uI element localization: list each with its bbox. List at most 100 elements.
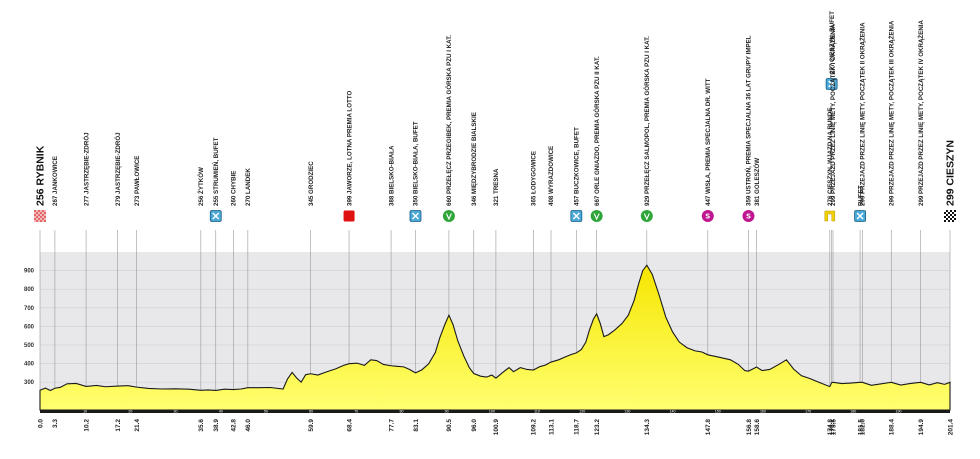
climb-icon xyxy=(640,210,653,222)
y-tick-label: 400 xyxy=(24,362,35,368)
ruler-tick-label: 150 xyxy=(715,410,721,414)
km-label: 182.0 xyxy=(860,419,867,436)
point-label: 260 CHYBIE xyxy=(231,171,238,206)
km-label: 123.2 xyxy=(594,419,601,436)
point-label: 279 JASTRZĘBIE-ZDRÓJ xyxy=(114,132,122,206)
km-label: 35.6 xyxy=(198,419,205,432)
km-label: 147.8 xyxy=(705,419,712,436)
feed-icon xyxy=(854,210,866,222)
point-label: BUFET xyxy=(857,185,864,206)
ruler-tick-label: 60 xyxy=(309,410,313,414)
km-label: 59.9 xyxy=(308,419,315,432)
y-tick-label: 700 xyxy=(24,306,35,312)
point-label: 273 PAWŁOWICE xyxy=(134,156,141,206)
point-label: 345 GRODZIEC xyxy=(308,161,315,206)
elevation-gridlines xyxy=(40,270,950,383)
point-label: 365 ŁODYGOWICE xyxy=(531,151,538,206)
feed-icon xyxy=(825,78,838,90)
point-label: 276 CIESZYN, WJAZD NA RUNDĘ xyxy=(827,108,834,206)
km-label: 21.4 xyxy=(134,419,141,432)
ruler-tick-label: 120 xyxy=(579,410,585,414)
km-label: 174.8 xyxy=(827,419,834,436)
ruler-tick-label: 100 xyxy=(489,410,495,414)
ruler-tick-label: 70 xyxy=(354,410,358,414)
km-label: 83.1 xyxy=(413,419,420,432)
y-axis-labels: 300 400 500 600 700 800 900 xyxy=(24,269,35,387)
ruler-tick-label: 180 xyxy=(850,410,856,414)
y-tick-label: 900 xyxy=(24,269,35,275)
point-label: 299 PRZEJAZD PRZEZ LINIĘ METY, POCZĄTEK … xyxy=(888,20,895,206)
km-label: 46.0 xyxy=(245,419,252,432)
y-tick-label: 800 xyxy=(24,287,35,293)
point-label: 299 CIESZYN xyxy=(945,140,957,206)
ruler-tick-label: 20 xyxy=(128,410,132,414)
point-label: 299 PRZEJAZD PRZEZ LINIĘ METY, POCZĄTEK … xyxy=(918,19,925,206)
point-label: 277 JASTRZĘBIE-ZDRÓJ xyxy=(82,132,90,206)
point-label: 321 TRESNA xyxy=(493,168,500,206)
svg-text:S: S xyxy=(746,213,751,221)
point-label: 256 ŻYTKÓW xyxy=(197,167,205,206)
point-label: 667 ORLE GNIAZDO, PREMIA GÓRSKA PZU II K… xyxy=(593,56,601,206)
km-label: 10.2 xyxy=(83,419,90,432)
km-label: 134.3 xyxy=(644,419,651,436)
km-label: 68.4 xyxy=(346,419,353,432)
finish-icon xyxy=(944,210,956,222)
km-label: 175.5 xyxy=(830,419,837,436)
y-tick-label: 300 xyxy=(24,380,35,386)
feed-icon xyxy=(409,210,422,222)
km-label: 17.2 xyxy=(115,419,122,432)
point-label: 350 BIELSKO-BIAŁA, BUFET xyxy=(413,121,420,206)
svg-text:S: S xyxy=(705,213,710,221)
km-label: 188.4 xyxy=(889,419,896,436)
ruler-tick-label: 90 xyxy=(445,410,449,414)
km-label: 3.3 xyxy=(52,419,59,428)
km-label: 77.7 xyxy=(388,419,395,432)
ruler-tick-label: 170 xyxy=(805,410,811,414)
point-label: 299 PRZEJAZD PRZEZ LINIĘ METY, POCZĄTEK … xyxy=(860,22,867,206)
ruler-tick-label: 50 xyxy=(264,410,268,414)
point-label: 255 STRUMIEŃ, BUFET xyxy=(212,137,220,206)
point-label: 381 GOLESZÓW xyxy=(753,158,761,206)
ruler-tick-label: 80 xyxy=(399,410,403,414)
km-ruler: 10 20 30 40 50 60 70 80 90 100 110 120 130 140 150 160 1… xyxy=(40,410,950,414)
point-label: 256 RYBNIK xyxy=(35,145,47,206)
km-label: 113.1 xyxy=(548,419,555,435)
ruler-tick-label: 160 xyxy=(760,410,766,414)
point-label: 267 JANKOWICE xyxy=(52,156,59,206)
start-icon xyxy=(34,210,46,222)
point-label: 270 LANDEK xyxy=(245,168,252,206)
km-label: 38.9 xyxy=(213,419,220,432)
km-label: 181.5 xyxy=(857,419,864,436)
point-label: 660 PRZEŁĘCZ PRZEGIBEK, PREMIA GÓRSKA PZ… xyxy=(445,35,453,206)
ruler-tick-label: 10 xyxy=(83,410,87,414)
feed-icon xyxy=(209,210,222,222)
ruler-tick-label: 140 xyxy=(670,410,676,414)
km-label: 109.2 xyxy=(531,419,538,436)
point-label: 457 BUCZKOWICE, BUFET xyxy=(574,127,581,206)
ruler-tick-label: 40 xyxy=(219,410,223,414)
point-labels: 256 RYBNIK 267 JANKOWICE 277 JASTRZĘBIE-ZD… xyxy=(35,11,957,206)
km-label: 118.7 xyxy=(574,419,581,435)
km-label: 90.5 xyxy=(446,419,453,432)
lap-icon xyxy=(824,210,836,222)
ruler-tick-label: 110 xyxy=(534,410,540,414)
km-label: 194.9 xyxy=(918,419,925,436)
point-label: 277 CIESZYN, BUFET xyxy=(829,11,836,74)
point-label: 359 USTROŃ, PREMIA SPECJALNA 36 LAT GRUP… xyxy=(745,35,753,206)
km-label: 201.4 xyxy=(947,419,954,436)
point-label: 299 PRZEJAZD PRZEZ LINIĘ METY, POCZĄTEK … xyxy=(830,24,837,206)
point-label: 346 MIĘDZYBRODZIE BIALSKIE xyxy=(471,112,478,206)
ruler-bar xyxy=(40,410,950,413)
elevation-profile-area xyxy=(39,264,951,411)
ruler-tick-label: 190 xyxy=(895,410,901,414)
bonus-icon xyxy=(343,210,355,222)
point-label: 399 JAWORZE, LOTNA PREMIA LOTTO xyxy=(346,91,353,206)
km-label: 156.8 xyxy=(746,419,753,436)
km-label: 175.2 xyxy=(829,419,836,436)
y-tick-label: 600 xyxy=(24,324,35,330)
climb-icon xyxy=(590,210,603,222)
point-label: 408 WYRAZDOWICE xyxy=(548,146,555,206)
